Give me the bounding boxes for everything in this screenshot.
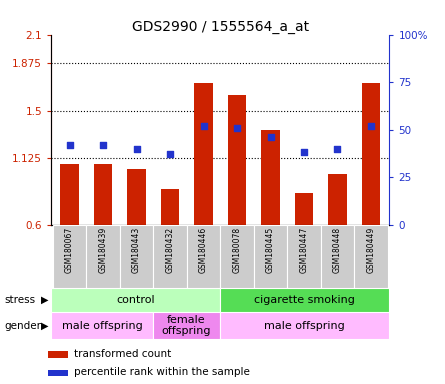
Bar bbox=[261, 130, 280, 225]
Bar bbox=[287, 225, 321, 288]
Bar bbox=[321, 225, 354, 288]
Point bbox=[267, 134, 274, 140]
Text: control: control bbox=[117, 295, 155, 305]
Bar bbox=[51, 288, 220, 312]
Bar bbox=[194, 83, 213, 225]
Bar bbox=[120, 225, 154, 288]
Text: stress: stress bbox=[4, 295, 36, 305]
Bar bbox=[328, 174, 347, 225]
Bar bbox=[61, 164, 79, 225]
Bar bbox=[295, 193, 313, 225]
Bar bbox=[153, 312, 220, 339]
Point bbox=[234, 125, 241, 131]
Text: male offspring: male offspring bbox=[264, 321, 345, 331]
Text: GSM180443: GSM180443 bbox=[132, 227, 141, 273]
Text: GSM180447: GSM180447 bbox=[299, 227, 308, 273]
Point bbox=[200, 123, 207, 129]
Text: GSM180078: GSM180078 bbox=[233, 227, 242, 273]
Bar bbox=[86, 225, 120, 288]
Text: GSM180067: GSM180067 bbox=[65, 227, 74, 273]
Text: gender: gender bbox=[4, 321, 41, 331]
Text: transformed count: transformed count bbox=[74, 349, 171, 359]
Text: cigarette smoking: cigarette smoking bbox=[255, 295, 355, 305]
Point bbox=[100, 142, 107, 148]
Bar bbox=[53, 225, 86, 288]
Title: GDS2990 / 1555564_a_at: GDS2990 / 1555564_a_at bbox=[132, 20, 309, 33]
Bar bbox=[94, 164, 112, 225]
Point bbox=[300, 149, 307, 156]
Text: GSM180439: GSM180439 bbox=[99, 227, 108, 273]
Point bbox=[334, 146, 341, 152]
Text: GSM180445: GSM180445 bbox=[266, 227, 275, 273]
Bar bbox=[362, 83, 380, 225]
Point bbox=[133, 146, 140, 152]
Text: GSM180448: GSM180448 bbox=[333, 227, 342, 273]
Text: percentile rank within the sample: percentile rank within the sample bbox=[74, 367, 250, 377]
Bar bbox=[154, 225, 187, 288]
Bar bbox=[354, 225, 388, 288]
Point bbox=[166, 151, 174, 157]
Bar bbox=[254, 225, 287, 288]
Bar bbox=[51, 312, 153, 339]
Bar bbox=[48, 370, 69, 376]
Text: GSM180446: GSM180446 bbox=[199, 227, 208, 273]
Bar bbox=[220, 225, 254, 288]
Text: GSM180449: GSM180449 bbox=[367, 227, 376, 273]
Text: ▶: ▶ bbox=[40, 321, 48, 331]
Text: female
offspring: female offspring bbox=[162, 315, 211, 336]
Point bbox=[368, 123, 375, 129]
Text: ▶: ▶ bbox=[40, 295, 48, 305]
Point bbox=[66, 142, 73, 148]
Text: GSM180432: GSM180432 bbox=[166, 227, 174, 273]
Bar bbox=[127, 169, 146, 225]
Bar bbox=[187, 225, 220, 288]
Bar bbox=[220, 312, 389, 339]
Bar bbox=[228, 95, 246, 225]
Bar bbox=[161, 189, 179, 225]
Text: male offspring: male offspring bbox=[61, 321, 142, 331]
Bar bbox=[220, 288, 389, 312]
Bar bbox=[48, 351, 69, 358]
